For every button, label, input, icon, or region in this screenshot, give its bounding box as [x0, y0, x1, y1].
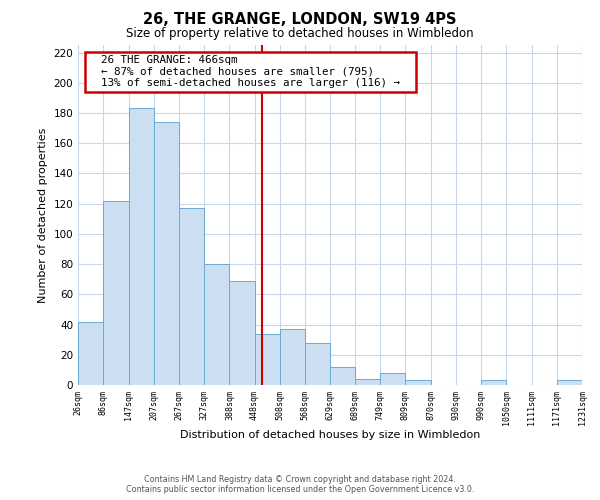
- Y-axis label: Number of detached properties: Number of detached properties: [38, 128, 48, 302]
- Bar: [305, 342, 330, 385]
- Text: Contains HM Land Registry data © Crown copyright and database right 2024.
Contai: Contains HM Land Registry data © Crown c…: [126, 474, 474, 494]
- Bar: [179, 208, 204, 385]
- Bar: [557, 380, 582, 385]
- Bar: [355, 379, 380, 385]
- Bar: [406, 380, 431, 385]
- Bar: [254, 334, 280, 385]
- Bar: [229, 280, 254, 385]
- Bar: [380, 373, 406, 385]
- Bar: [128, 108, 154, 385]
- Bar: [78, 322, 103, 385]
- Bar: [204, 264, 229, 385]
- Bar: [481, 380, 506, 385]
- Text: 26 THE GRANGE: 466sqm  
  ← 87% of detached houses are smaller (795)  
  13% of : 26 THE GRANGE: 466sqm ← 87% of detached …: [88, 55, 413, 88]
- Text: Size of property relative to detached houses in Wimbledon: Size of property relative to detached ho…: [126, 28, 474, 40]
- Bar: [103, 200, 128, 385]
- Bar: [154, 122, 179, 385]
- Bar: [280, 329, 305, 385]
- Bar: [330, 367, 355, 385]
- Text: 26, THE GRANGE, LONDON, SW19 4PS: 26, THE GRANGE, LONDON, SW19 4PS: [143, 12, 457, 28]
- X-axis label: Distribution of detached houses by size in Wimbledon: Distribution of detached houses by size …: [180, 430, 480, 440]
